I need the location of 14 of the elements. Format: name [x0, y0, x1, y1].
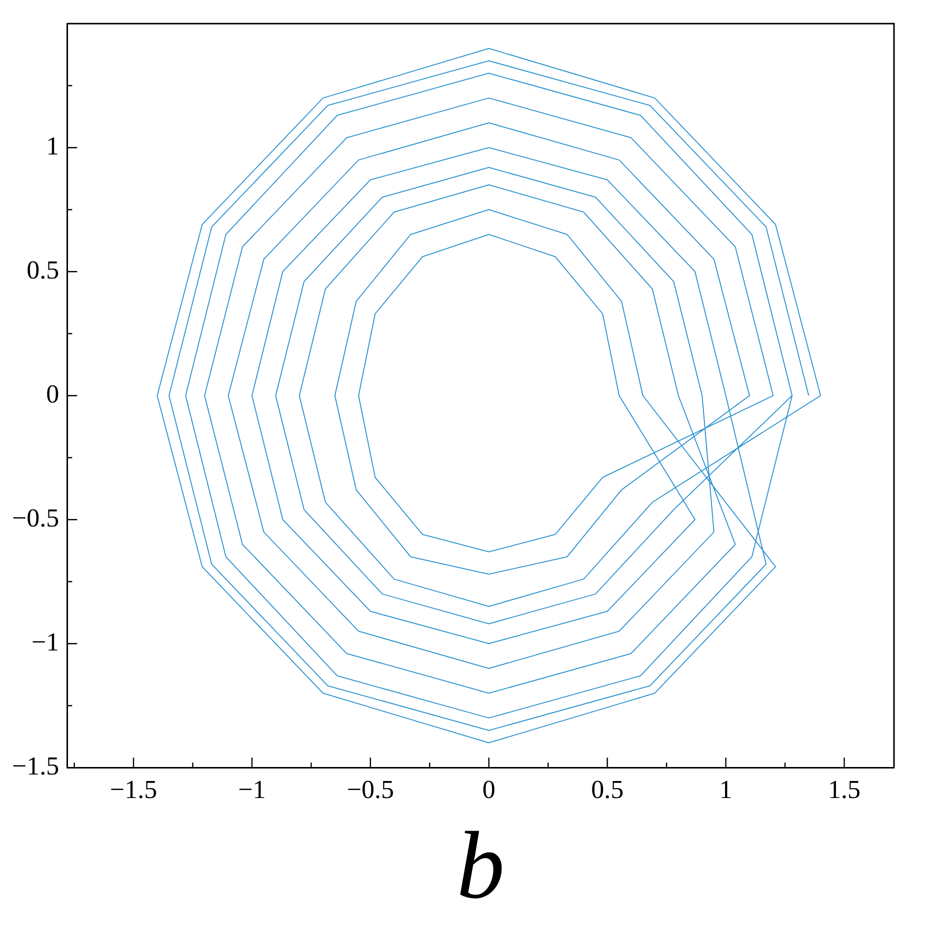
x-tick-label: 0 [482, 775, 496, 804]
y-tick-label: 0.5 [26, 255, 60, 284]
y-tick-label: −0.5 [12, 503, 60, 532]
x-tick-label: −0.5 [346, 775, 394, 804]
y-tick-label: 0 [46, 379, 60, 408]
x-axis-title: b [456, 812, 505, 919]
x-tick-label: 1.5 [828, 775, 860, 804]
x-tick-label: −1 [238, 775, 266, 804]
y-tick-label: −1.5 [12, 751, 60, 780]
y-tick-label: 1 [46, 131, 60, 160]
x-tick-label: 1 [719, 775, 732, 804]
x-tick-label: −1.5 [110, 775, 158, 804]
x-tick-label: 0.5 [591, 775, 624, 804]
y-tick-label: −1 [31, 627, 60, 656]
